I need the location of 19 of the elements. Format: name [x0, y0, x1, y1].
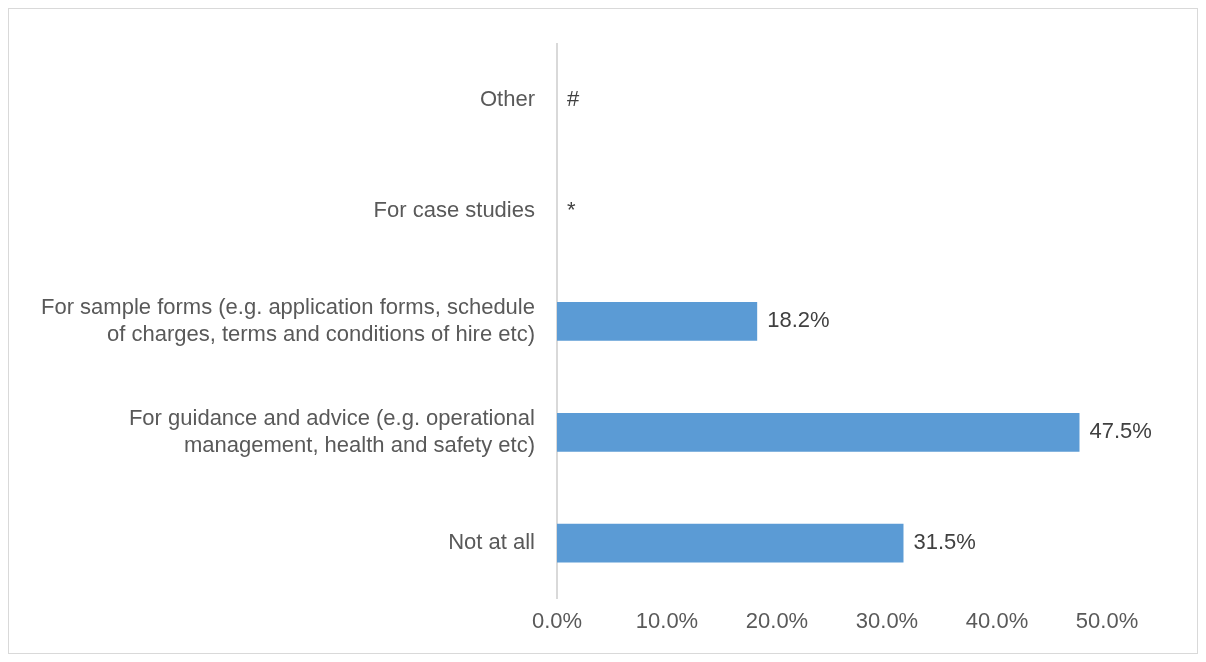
- bar: [556, 523, 904, 563]
- y-tick-label: For case studies: [373, 196, 535, 222]
- text: *: [566, 196, 576, 222]
- y-tick-label: For guidance and advice (e.g. operational management, health and safety etc): [128, 405, 535, 457]
- data-label: 18.2%: [767, 307, 830, 333]
- x-tick-label: 10.0%: [635, 607, 699, 633]
- y-tick-label: Not at all: [448, 529, 535, 555]
- x-tick-label: 40.0%: [965, 607, 1029, 633]
- bar: [556, 412, 1080, 452]
- y-tick-label: For sample forms (e.g. application forms, schedule of charges, terms and conditions of hire etc): [41, 294, 535, 346]
- x-tick-label: 30.0%: [855, 607, 919, 633]
- data-label: 47.5%: [1089, 418, 1152, 444]
- y-tick-label: Other: [479, 85, 535, 111]
- text: #: [566, 85, 580, 111]
- x-tick-label: 50.0%: [1075, 607, 1139, 633]
- data-label: 31.5%: [913, 529, 976, 555]
- x-tick-label: 0.0%: [531, 607, 583, 633]
- x-tick-label: 20.0%: [745, 607, 809, 633]
- bar: [556, 302, 758, 341]
